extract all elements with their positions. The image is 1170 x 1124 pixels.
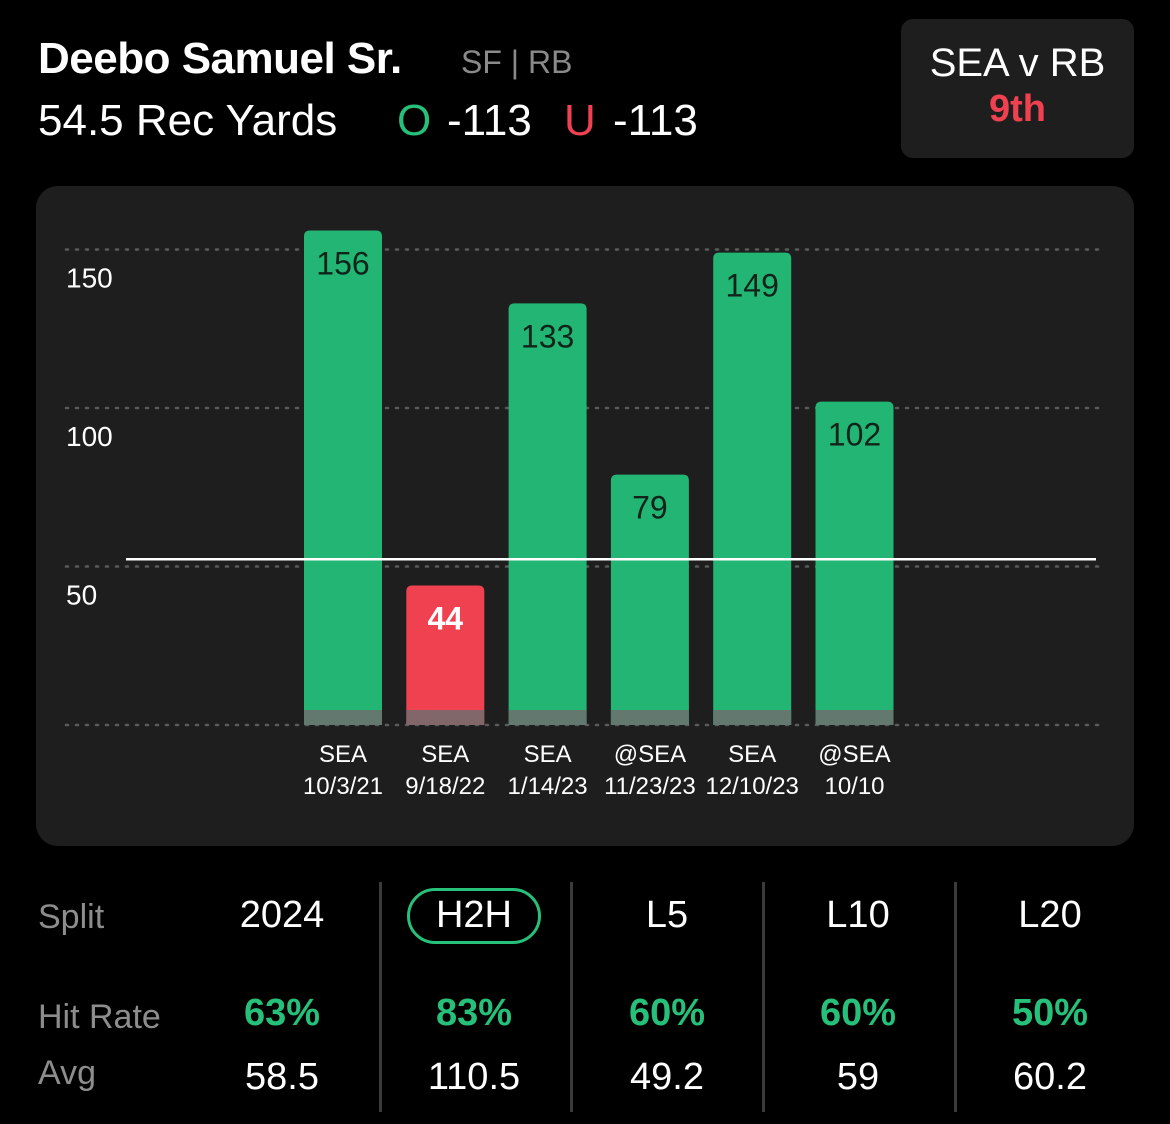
avg-l20: 60.2: [1013, 1056, 1087, 1098]
split-tab-l20[interactable]: L20: [1018, 894, 1082, 936]
under-odds[interactable]: -113: [613, 96, 698, 145]
split-tab-l10[interactable]: L10: [826, 894, 890, 936]
x-tick-label: SEA: [524, 741, 572, 768]
x-tick-label: 1/14/23: [508, 773, 588, 800]
x-tick-label: SEA: [421, 741, 469, 768]
hit-rate-2024: 63%: [243, 992, 321, 1034]
bar-base: [508, 710, 587, 725]
avg-label: Avg: [38, 1054, 96, 1092]
x-tick-label: 9/18/22: [405, 773, 485, 800]
x-tick-label: 10/3/21: [303, 773, 383, 800]
player-name: Deebo Samuel Sr.: [38, 34, 402, 83]
y-tick-label: 50: [66, 580, 97, 611]
avg-h2h: 110.5: [427, 1056, 521, 1098]
bar-value-label: 102: [828, 417, 881, 453]
bar: [610, 474, 689, 725]
column-divider: [379, 882, 382, 1112]
split-row-label: Split: [38, 898, 105, 936]
prop-line: 54.5 Rec Yards: [38, 96, 338, 145]
x-tick-label: @SEA: [614, 741, 686, 768]
hit-rate-label: Hit Rate: [38, 998, 161, 1036]
bar-value-label: 156: [316, 245, 369, 281]
avg-2024: 58.5: [245, 1056, 319, 1098]
matchup-rank: 9th: [989, 88, 1046, 130]
y-tick-label: 150: [66, 263, 113, 294]
bar-value-label: 149: [726, 268, 779, 304]
split-tab-2024[interactable]: 2024: [239, 894, 325, 936]
over-odds[interactable]: -113: [447, 96, 532, 145]
bar-base: [406, 710, 485, 725]
x-tick-label: 10/10: [824, 773, 884, 800]
bar: [406, 585, 485, 725]
split-tab-h2h[interactable]: H2H: [384, 888, 564, 944]
under-label[interactable]: U: [564, 96, 596, 145]
bar-base: [815, 710, 894, 725]
bar-base: [610, 710, 689, 725]
bar: [815, 401, 894, 725]
column-divider: [570, 882, 573, 1112]
column-divider: [954, 882, 957, 1112]
avg-l10: 59: [836, 1056, 880, 1098]
hit-rate-l10: 60%: [819, 992, 897, 1034]
x-tick-label: SEA: [319, 741, 367, 768]
bar-base: [304, 710, 382, 725]
over-label[interactable]: O: [397, 96, 432, 145]
bar-value-label: 44: [428, 601, 464, 637]
bar-base: [713, 710, 792, 725]
x-tick-label: SEA: [728, 741, 776, 768]
y-tick-label: 100: [66, 421, 113, 452]
bar-value-label: 133: [521, 318, 574, 354]
chart-card: 50 100 150 156 SEA 10/3/21 44 SEA 9/18/22 133 SEA 1…: [36, 186, 1134, 846]
matchup-card[interactable]: SEA v RB 9th: [901, 19, 1134, 158]
column-divider: [762, 882, 765, 1112]
bar: [713, 252, 792, 726]
hit-rate-l5: 60%: [628, 992, 706, 1034]
x-tick-label: 12/10/23: [705, 773, 798, 800]
x-tick-label: 11/23/23: [604, 773, 696, 800]
x-tick-label: @SEA: [818, 741, 890, 768]
bar-value-label: 79: [632, 490, 668, 526]
bar-chart: 50 100 150 156 SEA 10/3/21 44 SEA 9/18/22 133 SEA 1…: [64, 230, 1106, 800]
bar: [508, 303, 587, 725]
team-position: SF | RB: [461, 44, 573, 80]
split-row: Split 2024 H2H L5 L10 L20: [0, 880, 1170, 950]
bar: [304, 230, 382, 726]
avg-l5: 49.2: [630, 1056, 704, 1098]
matchup-title: SEA v RB: [929, 41, 1106, 85]
hit-rate-l20: 50%: [1011, 992, 1089, 1034]
split-tab-l5[interactable]: L5: [645, 894, 689, 936]
hit-rate-h2h: 83%: [435, 992, 513, 1034]
